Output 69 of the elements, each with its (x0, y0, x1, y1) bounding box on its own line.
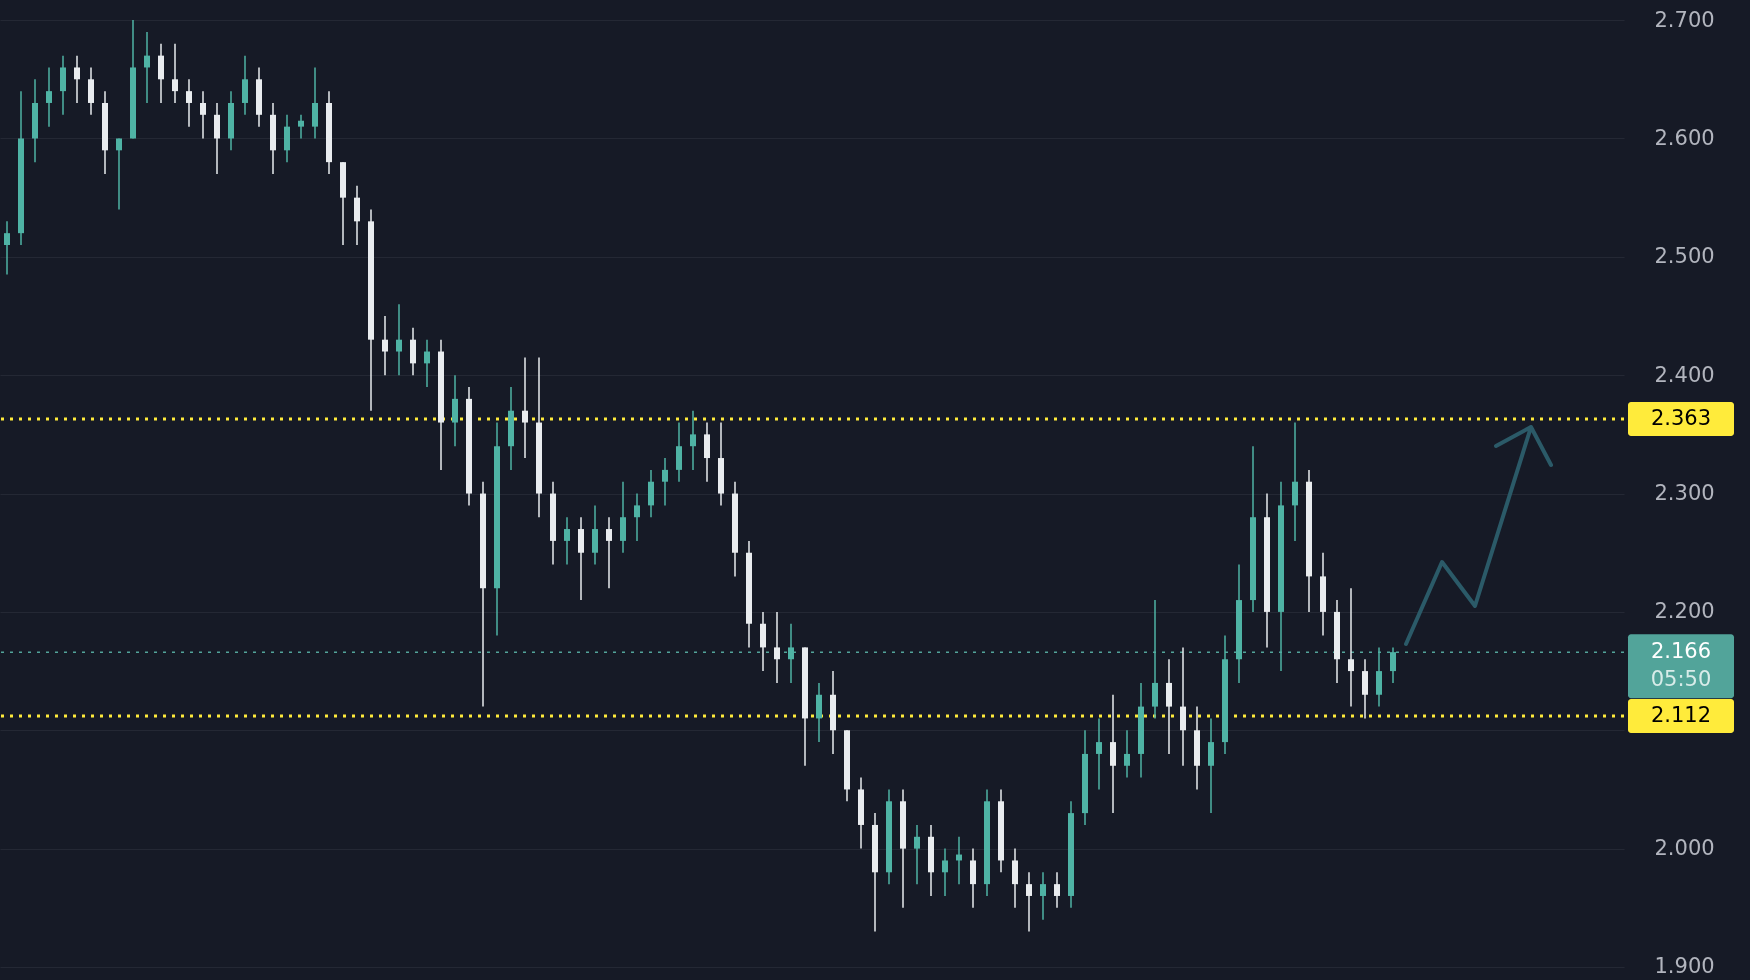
candlestick (4, 220, 10, 276)
y-tick-label: 2.500 (1654, 244, 1715, 269)
candlestick (564, 516, 570, 566)
candlestick (970, 847, 976, 909)
candlestick (662, 457, 668, 507)
candlestick (1026, 871, 1032, 933)
candlestick (410, 327, 416, 376)
candlestick (452, 374, 458, 447)
candlestick (1110, 694, 1116, 814)
candlestick (620, 480, 626, 554)
candlestick (46, 66, 52, 128)
y-tick-label: 2.600 (1654, 125, 1715, 150)
candlestick (1054, 871, 1060, 909)
candlestick (396, 303, 402, 376)
candlestick (690, 409, 696, 471)
candlestick (312, 66, 318, 140)
candlestick (116, 137, 122, 211)
candlestick (60, 54, 66, 116)
candlestick (522, 356, 528, 459)
candlestick (144, 31, 150, 104)
candlestick (284, 114, 290, 163)
candlestick (634, 492, 640, 542)
candlestick (88, 66, 94, 116)
candlestick (382, 315, 388, 376)
candlestick (1096, 717, 1102, 791)
candlestick (1292, 421, 1298, 542)
candlestick (606, 516, 612, 589)
candlestick (788, 622, 794, 684)
y-tick-label: 1.900 (1654, 954, 1715, 979)
candlestick (1152, 599, 1158, 720)
candlestick (242, 54, 248, 116)
candlestick (760, 611, 766, 672)
y-tick-label: 2.300 (1654, 481, 1715, 506)
candlestick (74, 54, 80, 104)
candlestick (354, 185, 360, 246)
candlestick (1166, 658, 1172, 755)
candlestick (816, 682, 822, 743)
candlestick (592, 504, 598, 566)
candlestick (914, 824, 920, 885)
candlestick (942, 847, 948, 897)
candlestick (1348, 587, 1354, 708)
candlestick (648, 469, 654, 518)
candlestick (424, 338, 430, 388)
candlestick (704, 421, 710, 483)
candlestick (158, 43, 164, 104)
candlestick (578, 516, 584, 601)
candlestick (1012, 847, 1018, 909)
ref-line-label: 2.166 (1650, 639, 1712, 664)
candlestick (172, 43, 178, 104)
ref-line-label: 2.363 (1650, 405, 1712, 430)
candlestick (186, 78, 192, 128)
y-tick-label: 2.700 (1654, 7, 1715, 32)
text: 05:50 (1650, 667, 1712, 692)
y-tick-label: 2.200 (1654, 599, 1715, 624)
candlestick (1362, 658, 1368, 720)
candlestick (200, 90, 206, 140)
candlestick (1124, 729, 1130, 779)
candlestick (1376, 646, 1382, 708)
candlestick (676, 421, 682, 483)
candlestick (1390, 646, 1396, 684)
candlestick (774, 611, 780, 684)
candlestick (1208, 717, 1214, 814)
y-tick-label: 2.400 (1654, 362, 1715, 387)
candlestick (298, 114, 304, 140)
candlestick (214, 102, 220, 175)
ref-line-label: 2.112 (1650, 703, 1712, 728)
candlestick (1040, 871, 1046, 921)
candlestick (1180, 646, 1186, 767)
y-tick-label: 2.000 (1654, 836, 1715, 861)
